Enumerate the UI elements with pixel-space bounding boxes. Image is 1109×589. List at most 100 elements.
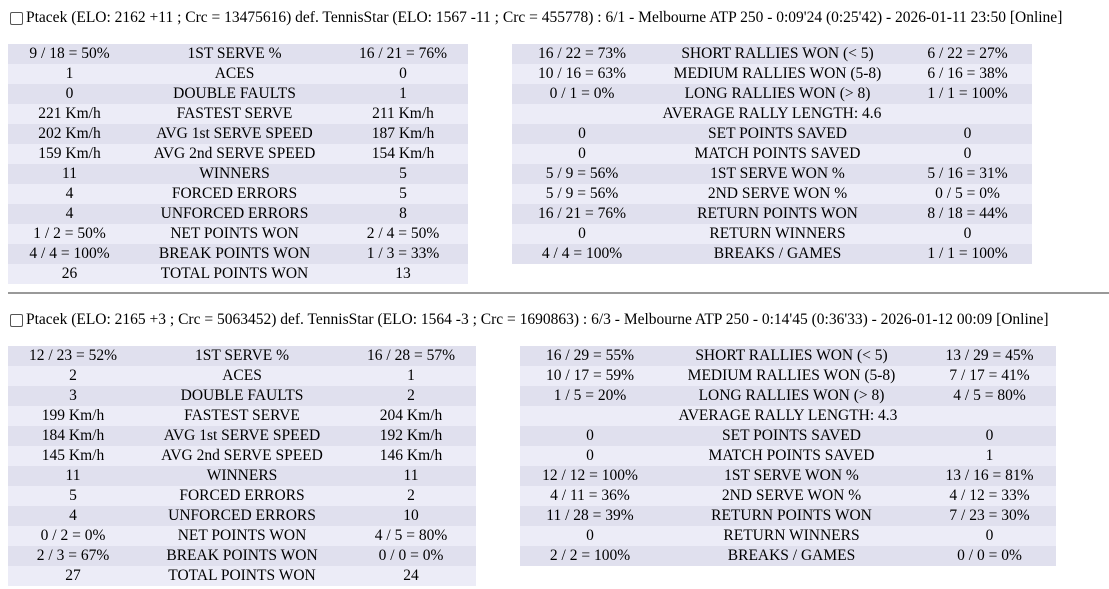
stat-value: 16 / 22 = 73% <box>512 44 652 64</box>
stat-value: 0 / 0 = 0% <box>346 546 476 566</box>
stat-value: 0 / 5 = 0% <box>903 184 1032 204</box>
stat-value: 1 / 1 = 100% <box>903 84 1032 104</box>
stat-row: 16 / 22 = 73% SHORT RALLIES WON (< 5) 6 / … <box>512 44 1032 64</box>
stat-value: 26 <box>8 264 131 284</box>
stat-value: 13 / 29 = 45% <box>923 346 1056 366</box>
stat-label: MEDIUM RALLIES WON (5-8) <box>660 366 923 386</box>
stat-row: 2 ACES 1 <box>8 366 476 386</box>
stat-label: LONG RALLIES WON (> 8) <box>660 386 923 406</box>
stat-label: 1ST SERVE WON % <box>652 164 903 184</box>
stat-label: RETURN WINNERS <box>652 224 903 244</box>
stat-label: DOUBLE FAULTS <box>138 386 346 406</box>
stat-value: 4 <box>8 184 131 204</box>
stat-value: 4 <box>8 204 131 224</box>
left-stats-table: 12 / 23 = 52% 1ST SERVE % 16 / 28 = 57% 2 AC… <box>8 346 476 586</box>
stat-value: 0 <box>903 144 1032 164</box>
stat-value: 8 / 18 = 44% <box>903 204 1032 224</box>
stat-value: 1 / 3 = 33% <box>338 244 468 264</box>
stat-value: 9 / 18 = 50% <box>8 44 131 64</box>
right-stats-table: 16 / 29 = 55% SHORT RALLIES WON (< 5) 13 /… <box>520 346 1056 566</box>
stat-value: 211 Km/h <box>338 104 468 124</box>
stat-value: 6 / 16 = 38% <box>903 64 1032 84</box>
stat-value: 204 Km/h <box>346 406 476 426</box>
stat-row: 1 / 5 = 20% LONG RALLIES WON (> 8) 4 / 5 =… <box>520 386 1056 406</box>
stat-value: 16 / 21 = 76% <box>338 44 468 64</box>
stat-value: 5 <box>338 184 468 204</box>
stat-label: 2ND SERVE WON % <box>660 486 923 506</box>
checkbox[interactable] <box>10 313 23 327</box>
stat-value: 159 Km/h <box>8 144 131 164</box>
stat-value: 1 <box>923 446 1056 466</box>
stat-label: AVG 2nd SERVE SPEED <box>138 446 346 466</box>
stat-row: 159 Km/h AVG 2nd SERVE SPEED 154 Km/h <box>8 144 468 164</box>
stat-row: 0 MATCH POINTS SAVED 0 <box>512 144 1032 164</box>
stat-value: 187 Km/h <box>338 124 468 144</box>
stat-value: 2 / 2 = 100% <box>520 546 660 566</box>
stat-value: 199 Km/h <box>8 406 138 426</box>
stat-row: 26 TOTAL POINTS WON 13 <box>8 264 468 284</box>
stat-row: 199 Km/h FASTEST SERVE 204 Km/h <box>8 406 476 426</box>
stat-value: 4 / 5 = 80% <box>923 386 1056 406</box>
left-stats-table: 9 / 18 = 50% 1ST SERVE % 16 / 21 = 76% 1 ACE… <box>8 44 468 284</box>
stat-row: 5 / 9 = 56% 2ND SERVE WON % 0 / 5 = 0% <box>512 184 1032 204</box>
stat-label: 2ND SERVE WON % <box>652 184 903 204</box>
stat-row: 12 / 12 = 100% 1ST SERVE WON % 13 / 16 = 8… <box>520 466 1056 486</box>
stat-value: 192 Km/h <box>346 426 476 446</box>
stat-row: 2 / 2 = 100% BREAKS / GAMES 0 / 0 = 0% <box>520 546 1056 566</box>
stat-value: 11 <box>8 164 131 184</box>
stat-label: SHORT RALLIES WON (< 5) <box>652 44 903 64</box>
stat-value: 184 Km/h <box>8 426 138 446</box>
stat-row: 10 / 16 = 63% MEDIUM RALLIES WON (5-8) 6 /… <box>512 64 1032 84</box>
stat-value: 10 / 16 = 63% <box>512 64 652 84</box>
stat-row: 0 RETURN WINNERS 0 <box>520 526 1056 546</box>
separator <box>8 292 1109 294</box>
stat-row: 0 / 2 = 0% NET POINTS WON 4 / 5 = 80% <box>8 526 476 546</box>
stat-label: RETURN POINTS WON <box>660 506 923 526</box>
stat-value: 4 / 4 = 100% <box>512 244 652 264</box>
stat-row: 10 / 17 = 59% MEDIUM RALLIES WON (5-8) 7 /… <box>520 366 1056 386</box>
stat-value: 0 <box>520 426 660 446</box>
stat-value: 146 Km/h <box>346 446 476 466</box>
stat-value: 1 / 5 = 20% <box>520 386 660 406</box>
stat-value: 5 / 9 = 56% <box>512 184 652 204</box>
stat-label: FORCED ERRORS <box>138 486 346 506</box>
stat-value: 221 Km/h <box>8 104 131 124</box>
stat-label: UNFORCED ERRORS <box>138 506 346 526</box>
stat-row: 4 / 11 = 36% 2ND SERVE WON % 4 / 12 = 33% <box>520 486 1056 506</box>
stat-row: 11 WINNERS 11 <box>8 466 476 486</box>
stat-value: 0 <box>512 124 652 144</box>
stat-label: NET POINTS WON <box>138 526 346 546</box>
stat-row: 16 / 21 = 76% RETURN POINTS WON 8 / 18 = 4… <box>512 204 1032 224</box>
stat-label: SHORT RALLIES WON (< 5) <box>660 346 923 366</box>
stat-row: 16 / 29 = 55% SHORT RALLIES WON (< 5) 13 /… <box>520 346 1056 366</box>
stat-value: 2 <box>346 486 476 506</box>
stat-value: 0 <box>903 224 1032 244</box>
stat-row: 0 RETURN WINNERS 0 <box>512 224 1032 244</box>
stat-label: SET POINTS SAVED <box>660 426 923 446</box>
stat-label: DOUBLE FAULTS <box>131 84 338 104</box>
stat-value: 0 <box>338 64 468 84</box>
stat-label: 1ST SERVE % <box>138 346 346 366</box>
stat-value: 4 <box>8 506 138 526</box>
stat-value: 4 / 5 = 80% <box>346 526 476 546</box>
stat-label: NET POINTS WON <box>131 224 338 244</box>
stat-value: 5 <box>8 486 138 506</box>
stat-value: 0 <box>923 426 1056 446</box>
stat-label: WINNERS <box>131 164 338 184</box>
stat-value: 1 <box>346 366 476 386</box>
stat-value: 0 / 2 = 0% <box>8 526 138 546</box>
stat-value: 7 / 23 = 30% <box>923 506 1056 526</box>
stat-label: BREAKS / GAMES <box>660 546 923 566</box>
stat-value: 7 / 17 = 41% <box>923 366 1056 386</box>
stat-value: 2 <box>8 366 138 386</box>
stat-value: 2 / 4 = 50% <box>338 224 468 244</box>
stat-value: 1 <box>8 64 131 84</box>
stat-value: 13 <box>338 264 468 284</box>
stat-row: 11 / 28 = 39% RETURN POINTS WON 7 / 23 = 3… <box>520 506 1056 526</box>
stat-label: AVG 2nd SERVE SPEED <box>131 144 338 164</box>
stat-row: 27 TOTAL POINTS WON 24 <box>8 566 476 586</box>
checkbox[interactable] <box>10 11 23 25</box>
stat-value: 13 / 16 = 81% <box>923 466 1056 486</box>
stat-row: 3 DOUBLE FAULTS 2 <box>8 386 476 406</box>
